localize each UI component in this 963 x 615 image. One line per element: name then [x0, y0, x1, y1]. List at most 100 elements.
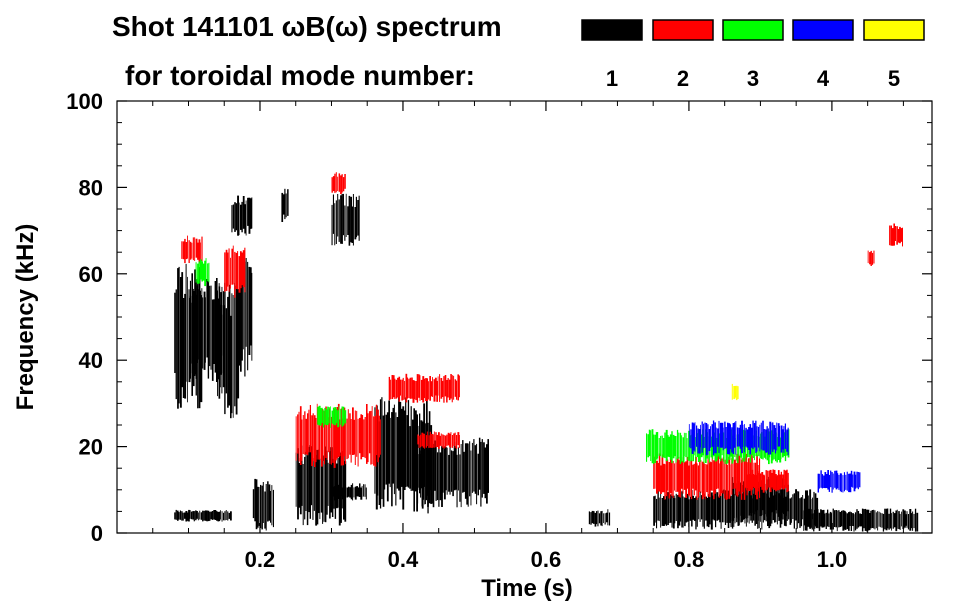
spectral-streak: [737, 481, 739, 519]
spectral-streak: [439, 374, 441, 402]
spectral-streak: [211, 299, 214, 381]
spectral-streak: [723, 489, 725, 523]
spectral-streak: [832, 508, 834, 530]
spectral-streak: [825, 512, 827, 529]
spectral-streak: [751, 427, 753, 448]
spectral-streak: [701, 421, 703, 453]
spectral-streak: [178, 512, 180, 520]
spectral-streak: [331, 177, 333, 193]
spectral-streak: [843, 510, 846, 530]
spectral-streak: [370, 410, 372, 465]
spectral-streak: [699, 454, 701, 492]
spectral-streak: [779, 474, 782, 490]
spectral-streak: [204, 510, 207, 521]
spectral-streak: [891, 513, 892, 531]
spectral-streak: [244, 261, 246, 377]
x-tick-label: 0.4: [388, 547, 419, 572]
spectral-streak: [340, 175, 342, 195]
spectral-streak: [175, 289, 177, 400]
spectral-streak: [326, 410, 328, 460]
spectral-streak: [888, 513, 890, 530]
spectral-streak: [859, 472, 861, 488]
spectral-streak: [420, 450, 422, 498]
spectral-streak: [608, 512, 611, 526]
spectral-streak: [457, 447, 459, 491]
spectral-streak: [725, 438, 728, 465]
spectral-streak: [317, 406, 320, 425]
spectral-streak: [287, 189, 289, 216]
spectral-streak: [421, 432, 424, 447]
y-tick-label: 20: [79, 435, 103, 460]
patch-mode-1-10: [331, 193, 360, 246]
spectral-streak: [698, 429, 701, 454]
spectral-streak: [228, 248, 230, 292]
spectral-streak: [766, 479, 769, 517]
spectral-streak: [356, 486, 358, 497]
spectral-streak: [242, 265, 244, 350]
spectral-streak: [721, 458, 723, 494]
spectral-streak: [843, 472, 845, 492]
spectral-streak: [206, 279, 209, 358]
spectral-streak: [845, 512, 847, 530]
spectral-streak: [787, 427, 789, 456]
spectral-streak: [679, 432, 682, 464]
spectral-streak: [748, 475, 751, 516]
spectral-streak: [758, 426, 760, 448]
spectral-streak: [427, 438, 429, 507]
spectral-streak: [660, 435, 662, 457]
spectral-streak: [197, 278, 199, 409]
spectral-streak: [686, 456, 689, 489]
spectral-streak: [755, 483, 757, 512]
spectral-streak: [772, 422, 774, 452]
spectral-streak: [702, 494, 704, 527]
y-axis-label: Frequency (kHz): [12, 224, 39, 411]
spectral-streak: [745, 427, 747, 447]
legend-swatch-5: [863, 19, 925, 41]
spectral-streak: [202, 263, 205, 281]
spectral-streak: [689, 459, 691, 497]
spectral-streak: [324, 446, 327, 523]
spectral-streak: [750, 476, 752, 513]
spectral-streak: [648, 429, 651, 457]
spectral-streak: [769, 421, 772, 455]
spectral-streak: [682, 457, 684, 494]
spectral-streak: [385, 414, 388, 485]
patch-mode-2-2: [295, 403, 381, 468]
spectral-streak: [591, 510, 594, 524]
spectral-streak: [894, 226, 896, 241]
spectral-streak: [364, 417, 366, 459]
spectral-streak: [848, 473, 850, 493]
spectral-streak: [359, 417, 361, 454]
spectral-streak: [729, 464, 731, 497]
spectral-streak: [459, 454, 461, 502]
spectral-streak: [661, 498, 664, 526]
spectral-streak: [706, 464, 708, 493]
spectral-streak: [186, 512, 189, 521]
spectral-streak: [768, 497, 771, 529]
spectral-streak: [444, 375, 447, 397]
spectral-streak: [916, 512, 919, 532]
spectral-streak: [707, 455, 709, 497]
spectral-streak: [835, 510, 838, 528]
spectral-streak: [308, 446, 311, 513]
spectral-streak: [388, 400, 390, 484]
spectral-streak: [458, 375, 460, 398]
patch-mode-2-8: [867, 250, 875, 266]
spectral-streak: [195, 238, 198, 258]
spectral-streak: [244, 247, 246, 293]
spectral-streak: [751, 469, 754, 489]
spectral-streak: [769, 479, 772, 516]
spectral-streak: [302, 464, 304, 526]
spectral-streak: [841, 510, 843, 527]
patch-mode-1-13: [588, 509, 611, 527]
spectral-streak: [213, 510, 216, 520]
spectral-streak: [697, 428, 699, 454]
spectral-streak: [880, 512, 881, 528]
spectral-streak: [724, 435, 726, 464]
spectral-streak: [202, 510, 204, 522]
spectral-streak: [194, 301, 196, 376]
spectral-streak: [337, 457, 339, 508]
spectral-streak: [711, 436, 714, 460]
spectral-streak: [773, 425, 776, 450]
spectral-streak: [349, 413, 351, 455]
